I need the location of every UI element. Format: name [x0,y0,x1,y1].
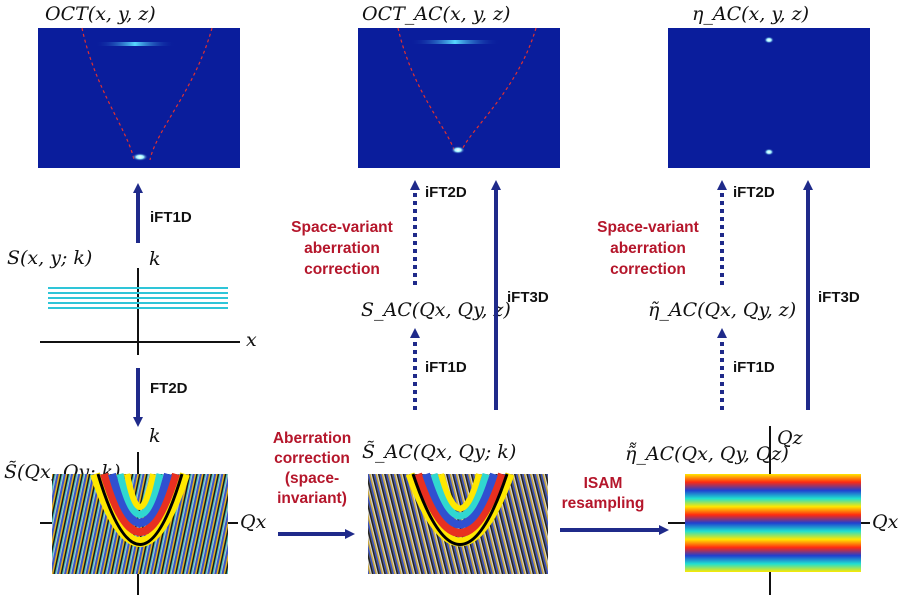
eta-tilde-ac-label: η̃_AC(Qx, Qy, z) [648,299,796,321]
k-axis-label-bottom: k [149,425,161,447]
qx-axis-label-left: Qx [240,511,267,533]
eta-double-tilde-label: η̃̃_AC(Qx, Qy, Qz) [625,443,789,465]
eta-ac-image-panel [668,28,870,168]
oct-panel-title: OCT(x, y, z) [45,3,156,25]
ift2d-label-right: iFT2D [733,184,775,201]
ift1d-label-middle: iFT1D [425,359,467,376]
fringe-pattern-middle [368,472,548,574]
svg-text:Aberration: Aberration [273,430,351,447]
svg-text:Space-variant: Space-variant [291,219,393,236]
space-variant-text-right: Space-variant aberration correction [597,219,699,278]
oct-ac-panel-title: OCT_AC(x, y, z) [362,3,510,25]
svg-text:Space-variant: Space-variant [597,219,699,236]
svg-text:correction: correction [304,261,380,278]
qz-axis-label: Qz [777,427,804,449]
stripe-pattern-right [668,426,870,595]
eta-ac-panel-title: η_AC(x, y, z) [692,3,809,25]
x-axis-label: x [246,329,257,351]
isam-resampling-text: ISAM resampling [562,475,645,512]
svg-text:invariant): invariant) [277,490,347,507]
s-tilde-ac-label: S̃_AC(Qx, Qy; k) [362,441,516,463]
space-variant-text-middle: Space-variant aberration correction [291,219,393,278]
ift3d-label-middle: iFT3D [507,289,549,306]
svg-text:(space-: (space- [285,470,339,487]
ift1d-label-right: iFT1D [733,359,775,376]
oct-image-panel [38,27,240,168]
svg-text:aberration: aberration [304,240,380,257]
aberration-correction-invariant-text: Aberration correction (space- invariant) [273,430,351,507]
svg-text:correction: correction [274,450,350,467]
oct-ac-image-panel [358,27,560,168]
svg-text:resampling: resampling [562,495,645,512]
k-axis-label-top: k [149,248,161,270]
s-xyk-label: S(x, y; k) [7,247,92,269]
svg-text:aberration: aberration [610,240,686,257]
svg-text:correction: correction [610,261,686,278]
ft2d-label: FT2D [150,380,188,397]
s-ac-label: S_AC(Qx, Qy, z) [361,299,511,321]
spectral-lines-plot [40,268,240,355]
ift2d-label-middle: iFT2D [425,184,467,201]
ift3d-label-right: iFT3D [818,289,860,306]
fringe-pattern-left [40,452,238,595]
qx-axis-label-right: Qx [872,511,899,533]
ift1d-label-left: iFT1D [150,209,192,226]
svg-text:ISAM: ISAM [584,475,623,492]
